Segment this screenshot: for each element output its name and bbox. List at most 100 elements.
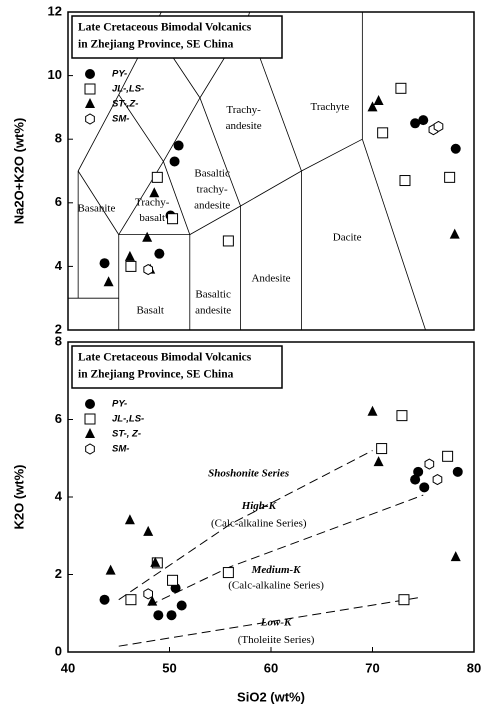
marker	[84, 413, 96, 425]
y-tick-label: 8	[55, 333, 62, 348]
y-tick-label: 8	[55, 131, 62, 146]
marker	[85, 443, 95, 455]
y-tick-label: 2	[55, 321, 62, 336]
marker	[222, 567, 234, 579]
legend-label: SM-	[112, 114, 129, 125]
legend-title: in Zhejiang Province, SE China	[78, 39, 234, 51]
marker	[418, 115, 429, 126]
x-tick-label: 70	[365, 660, 379, 675]
marker	[410, 118, 421, 129]
annotation: Basaltic	[194, 168, 230, 180]
marker	[450, 143, 461, 154]
marker	[166, 610, 177, 621]
annotation: Medium-K	[251, 564, 302, 576]
marker	[222, 235, 234, 247]
x-tick-label: 80	[467, 660, 481, 675]
marker	[151, 171, 163, 183]
x-axis-label: SiO2 (wt%)	[237, 689, 305, 704]
legend-title-box	[71, 345, 283, 389]
y-tick-label: 12	[48, 3, 62, 18]
y-tick-label: 6	[55, 411, 62, 426]
marker	[150, 556, 161, 567]
marker	[442, 450, 454, 462]
y-tick-label: 6	[55, 194, 62, 209]
marker	[105, 564, 116, 575]
marker	[147, 595, 158, 606]
marker	[124, 514, 135, 525]
x-tick-label: 50	[162, 660, 176, 675]
annotation: basalt	[139, 212, 165, 224]
marker	[173, 140, 184, 151]
marker	[103, 276, 114, 287]
marker	[153, 610, 164, 621]
marker	[367, 101, 378, 112]
annotation: Low-K	[260, 616, 292, 628]
annotation: andesite	[194, 200, 230, 212]
legend-title: Late Cretaceous Bimodal Volcanics	[78, 352, 252, 364]
legend-label: SM-	[112, 444, 129, 455]
marker	[377, 127, 389, 139]
marker	[433, 120, 444, 133]
legend-label: ST-, Z-	[112, 429, 141, 440]
y-tick-label: 10	[48, 67, 62, 82]
annotation: (Tholeiite Series)	[238, 634, 315, 646]
marker	[395, 82, 407, 94]
marker	[396, 410, 408, 422]
legend-label: ST-,Z-	[112, 99, 138, 110]
marker	[149, 187, 160, 198]
marker	[125, 594, 137, 606]
marker	[99, 258, 110, 269]
marker	[450, 551, 461, 562]
marker	[167, 213, 179, 225]
annotation: Basaltic	[195, 289, 231, 301]
annotation: Trachy-	[135, 196, 170, 208]
y-axis-label: K2O (wt%)	[11, 465, 26, 530]
annotation: Dacite	[333, 231, 362, 243]
annotation: (Calc-alkaline Series)	[211, 518, 307, 530]
marker	[169, 156, 180, 167]
marker	[125, 260, 137, 272]
marker	[176, 600, 187, 611]
annotation: Andesite	[251, 273, 290, 285]
marker	[432, 473, 443, 486]
legend-label: PY-	[112, 399, 127, 410]
marker	[452, 466, 463, 477]
annotation: Basalt	[136, 304, 164, 316]
marker	[373, 95, 384, 106]
annotation: trachy-	[197, 184, 228, 196]
annotation: andesite	[226, 120, 262, 132]
annotation: Trachy-	[226, 104, 261, 116]
annotation: andesite	[195, 304, 231, 316]
field-boundary	[189, 138, 363, 235]
marker	[398, 594, 410, 606]
marker	[367, 405, 378, 416]
marker	[124, 250, 135, 261]
y-axis-label: Na2O+K2O (wt%)	[11, 118, 26, 225]
legend-title-box	[71, 15, 283, 59]
field-boundary	[77, 170, 120, 235]
marker	[143, 588, 154, 600]
field-boundary	[118, 234, 191, 330]
legend-label: JL-,LS-	[112, 414, 144, 425]
marker	[413, 466, 424, 477]
marker	[85, 399, 95, 409]
marker	[424, 458, 435, 470]
marker	[167, 574, 179, 586]
marker	[154, 248, 165, 259]
annotation: High-K	[241, 500, 277, 512]
marker	[419, 482, 430, 493]
marker	[449, 228, 460, 239]
series-boundary	[118, 597, 419, 647]
plot-frame	[67, 11, 475, 331]
legend-title: Late Cretaceous Bimodal Volcanics	[78, 22, 252, 34]
marker	[85, 69, 95, 79]
marker	[444, 171, 456, 183]
series-boundary	[118, 450, 373, 601]
y-tick-label: 0	[55, 643, 62, 658]
x-tick-label: 40	[61, 660, 75, 675]
marker	[143, 264, 154, 276]
field-boundary	[118, 94, 191, 235]
marker	[99, 594, 110, 605]
marker	[85, 113, 95, 125]
